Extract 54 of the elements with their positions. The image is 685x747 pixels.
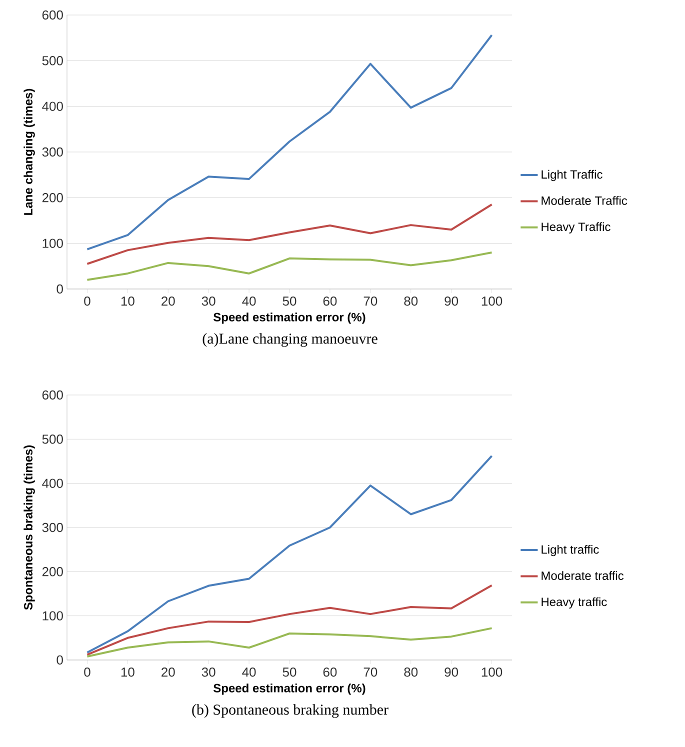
x-tick-label: 70 xyxy=(364,296,378,306)
y-tick-label: 0 xyxy=(56,284,63,294)
line-series xyxy=(86,34,493,250)
y-tick-label: 400 xyxy=(42,478,63,488)
x-tick-label: 80 xyxy=(404,668,418,677)
x-tick-label: 80 xyxy=(404,296,418,306)
x-tick-label: 20 xyxy=(162,296,175,306)
y-axis-title: Spontaneous braking (times) xyxy=(24,445,35,610)
x-tick-label: 30 xyxy=(202,668,216,677)
legend-label: Light traffic xyxy=(542,544,599,556)
x-tick-label: 50 xyxy=(282,668,296,677)
x-tick-label: 10 xyxy=(121,668,134,677)
text: (b) Spontaneous braking number xyxy=(192,704,388,718)
y-tick-label: 500 xyxy=(42,434,63,444)
y-tick-label: 100 xyxy=(42,611,63,620)
y-tick-label: 100 xyxy=(42,238,63,248)
x-tick-label: 70 xyxy=(364,668,378,677)
line-series xyxy=(86,204,493,265)
x-axis-title: Speed estimation error (%) xyxy=(213,684,366,695)
y-axis-title: Lane changing (times) xyxy=(24,88,35,215)
y-tick-label: 200 xyxy=(42,567,63,576)
x-tick-label: 90 xyxy=(444,668,458,677)
y-tick-label: 300 xyxy=(42,147,63,157)
x-tick-label: 0 xyxy=(84,296,90,306)
x-tick-label: 60 xyxy=(323,296,337,306)
x-axis-title: Speed estimation error (%) xyxy=(213,312,366,324)
x-tick-label: 60 xyxy=(323,668,337,677)
legend-label: Heavy traffic xyxy=(542,597,607,609)
x-tick-label: 40 xyxy=(242,668,256,677)
y-tick-label: 200 xyxy=(42,193,63,202)
y-tick-label: 600 xyxy=(42,390,63,400)
y-tick-label: 0 xyxy=(56,655,63,665)
y-tick-label: 300 xyxy=(42,522,63,532)
line-series xyxy=(86,584,493,656)
y-tick-label: 500 xyxy=(42,56,63,66)
x-tick-label: 50 xyxy=(282,296,296,306)
line-series xyxy=(86,251,493,281)
y-tick-label: 400 xyxy=(42,102,63,111)
x-tick-label: 90 xyxy=(444,296,458,306)
legend-label: Moderate traffic xyxy=(542,571,624,580)
line-series xyxy=(86,454,493,654)
legend-label: Heavy Traffic xyxy=(542,222,610,234)
legend-label: Light Traffic xyxy=(542,170,602,182)
line-series xyxy=(86,627,493,658)
x-tick-label: 10 xyxy=(121,296,134,306)
y-tick-label: 600 xyxy=(42,10,63,20)
x-tick-label: 40 xyxy=(242,296,256,306)
x-tick-label: 100 xyxy=(482,296,502,306)
text: (a)Lane changing manoeuvre xyxy=(202,333,378,347)
x-tick-label: 30 xyxy=(202,296,216,306)
x-tick-label: 100 xyxy=(482,668,502,677)
x-tick-label: 0 xyxy=(84,668,90,677)
x-tick-label: 20 xyxy=(162,668,175,677)
legend-label: Moderate Traffic xyxy=(542,196,628,205)
